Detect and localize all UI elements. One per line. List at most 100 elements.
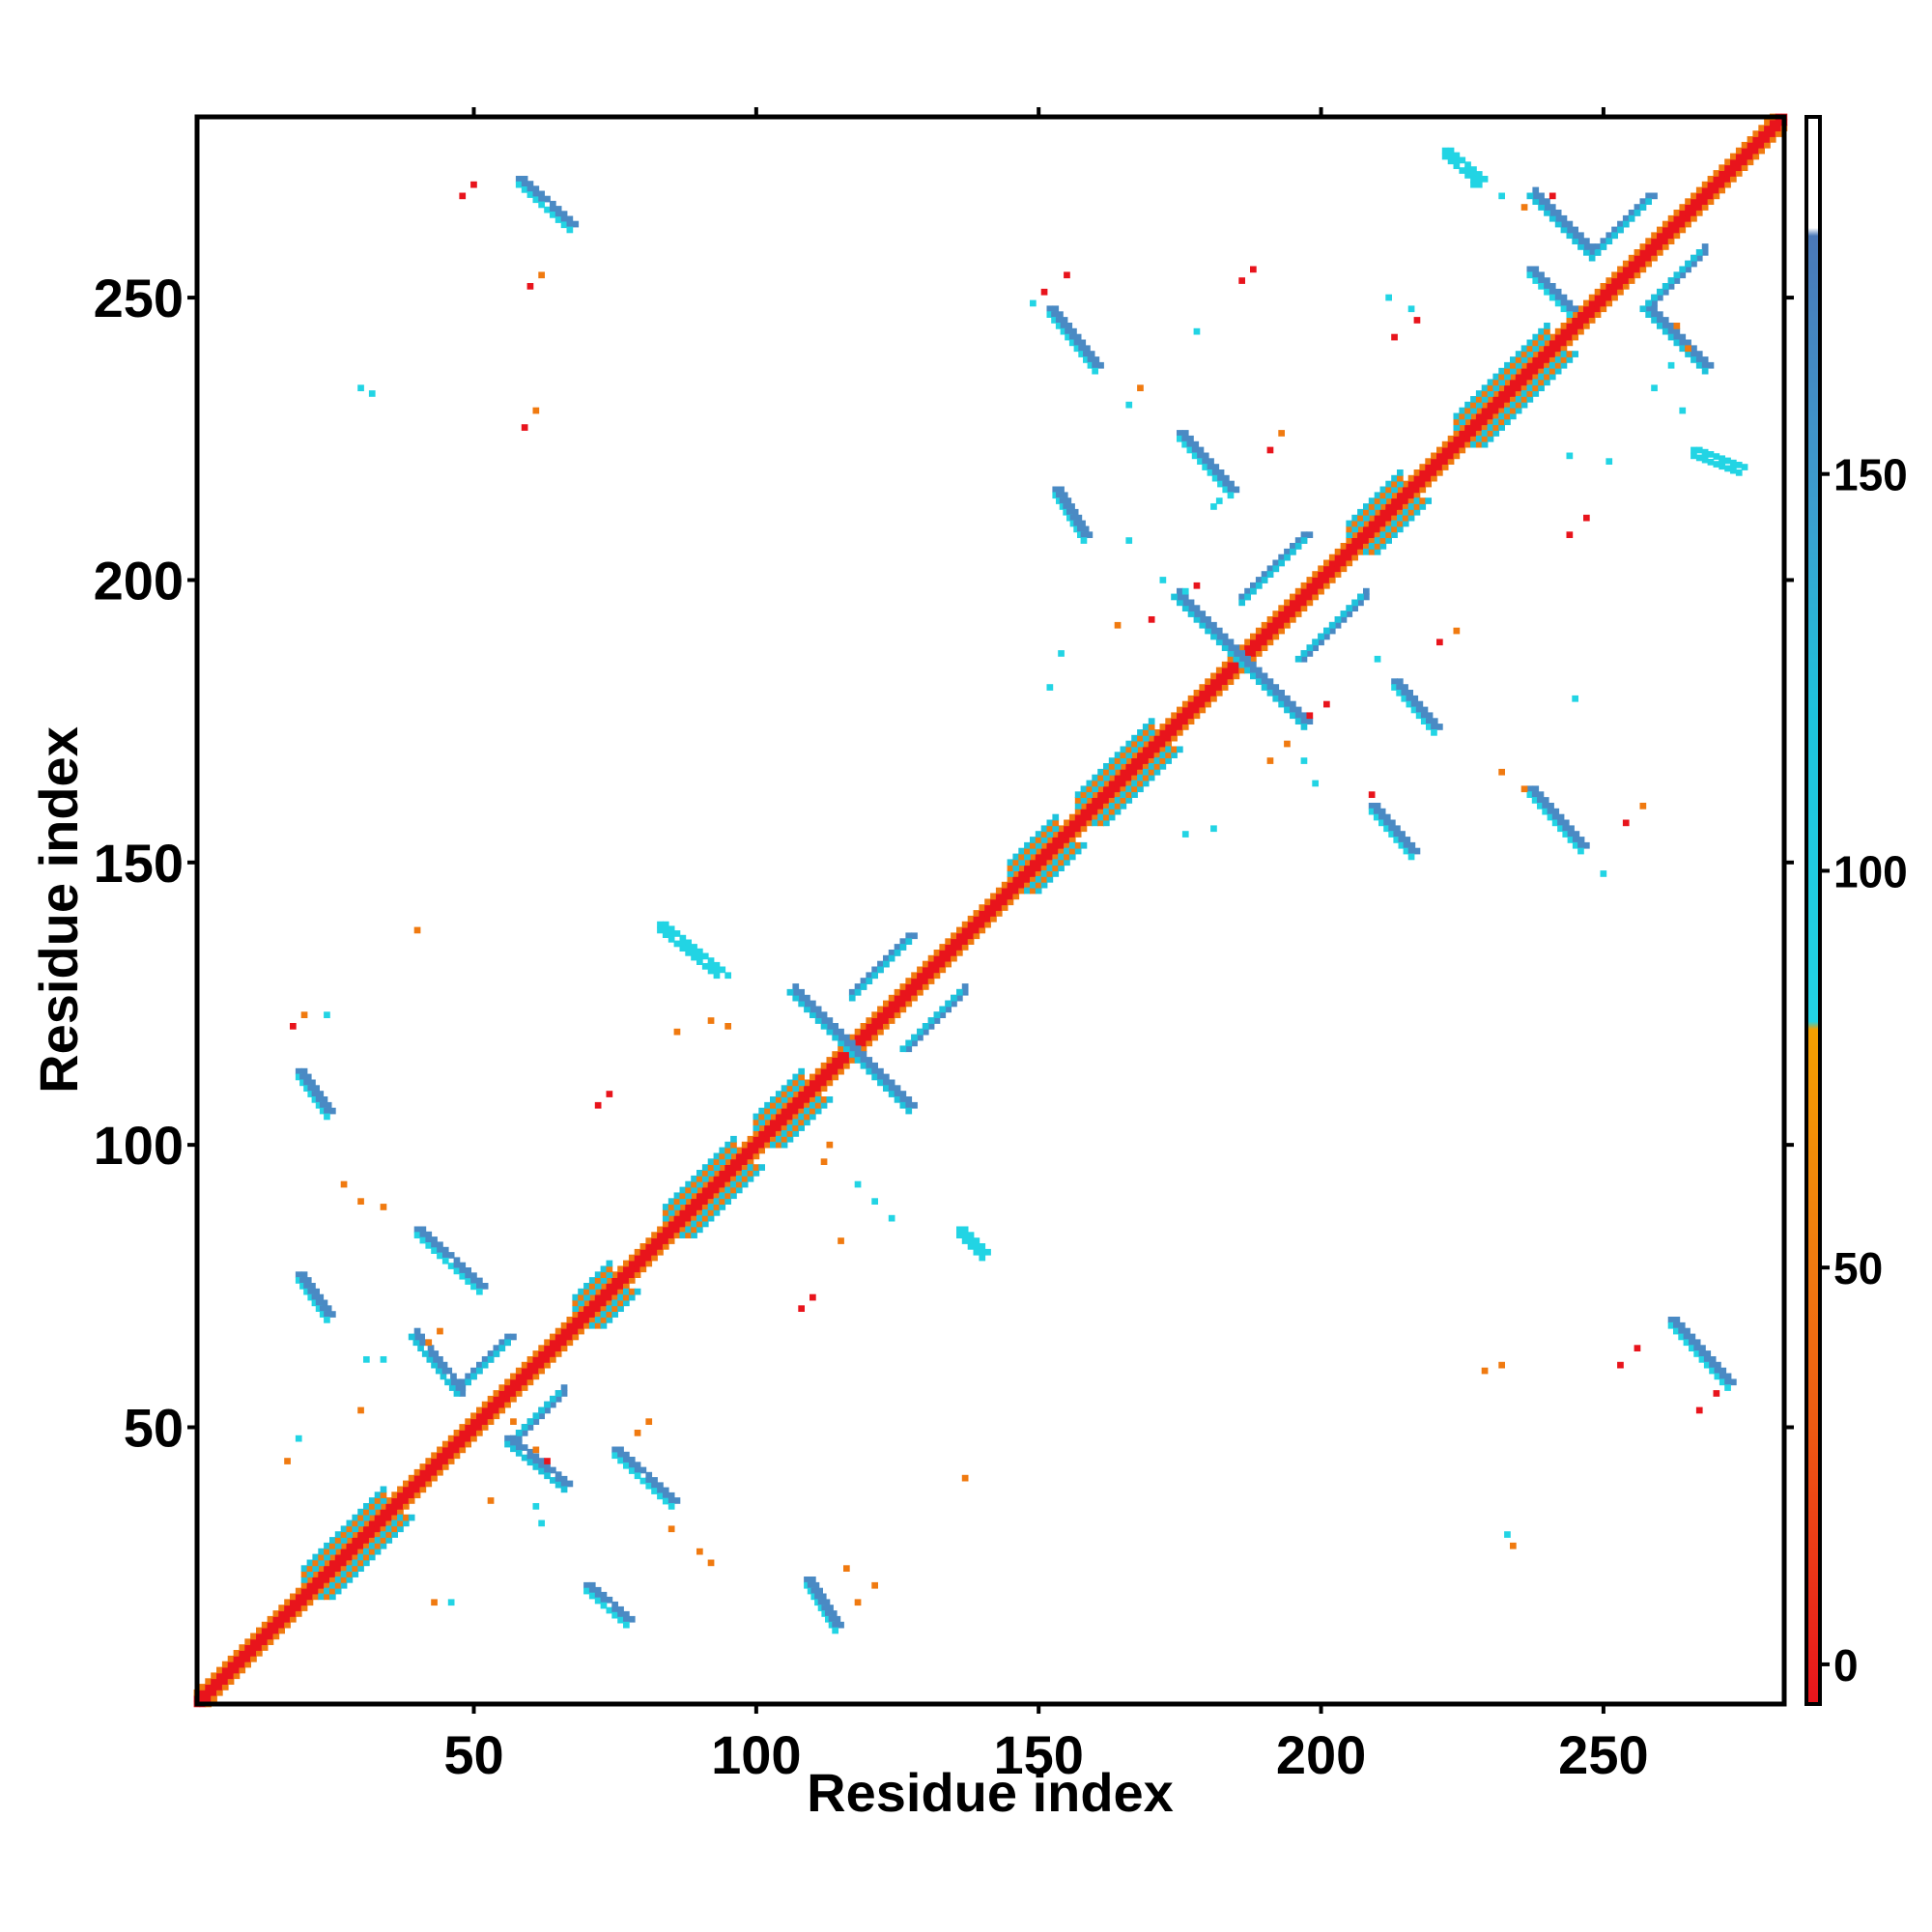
strand-pair-cell	[1594, 249, 1602, 256]
off-diagonal-strand-cell	[1410, 700, 1418, 708]
helix-cell	[1074, 791, 1082, 798]
near-diagonal-cell	[221, 1661, 229, 1668]
off-diagonal-strand-cell	[668, 1503, 675, 1510]
diagonal-cell	[1724, 164, 1731, 171]
diagonal-cell	[374, 1525, 382, 1533]
strand-pair-cell	[1645, 299, 1652, 307]
helix-cell	[1391, 480, 1398, 488]
strand-pair-cell	[1695, 361, 1703, 369]
diagonal-cell	[883, 1011, 890, 1018]
off-diagonal-strand-cell	[1703, 1361, 1711, 1369]
near-diagonal-cell	[634, 1271, 641, 1278]
off-diagonal-strand-cell	[1069, 514, 1077, 522]
diagonal-cell	[662, 1226, 669, 1234]
strand-pair-cell	[560, 1475, 568, 1483]
helix-cell	[1131, 740, 1138, 748]
diagonal-cell	[1639, 254, 1647, 262]
diagonal-cell	[905, 994, 913, 1002]
near-diagonal-cell	[1577, 327, 1584, 335]
near-diagonal-cell	[385, 1520, 393, 1527]
near-diagonal-cell	[1441, 464, 1449, 470]
near-diagonal-cell	[1092, 791, 1098, 798]
helix-cell	[1532, 339, 1540, 347]
helix-cell	[1046, 876, 1054, 883]
helix-cell	[1487, 379, 1494, 386]
strand-pair-cell	[877, 960, 884, 968]
diagonal-cell	[1707, 186, 1715, 194]
sparse-contact-cell	[1639, 803, 1647, 810]
near-diagonal-cell	[1600, 283, 1607, 290]
diagonal-cell	[713, 1180, 721, 1188]
strand-pair-cell	[1215, 627, 1223, 635]
helix-cell	[329, 1593, 336, 1601]
strand-pair-cell	[1611, 232, 1618, 240]
near-diagonal-cell	[1346, 559, 1353, 567]
near-diagonal-cell	[1368, 537, 1376, 544]
diagonal-cell	[1690, 204, 1697, 211]
off-diagonal-strand-cell	[973, 1248, 980, 1256]
diagonal-cell	[1024, 876, 1031, 883]
strand-pair-cell	[866, 972, 873, 980]
off-diagonal-strand-cell	[1470, 176, 1477, 184]
near-diagonal-cell	[814, 1067, 822, 1075]
near-diagonal-cell	[639, 1243, 647, 1250]
strand-pair-cell	[927, 1023, 935, 1030]
off-diagonal-strand-cell	[1538, 283, 1545, 290]
strand-pair-cell	[1312, 639, 1319, 646]
near-diagonal-cell	[1328, 577, 1336, 583]
off-diagonal-strand-cell	[807, 1587, 814, 1595]
helix-cell	[798, 1124, 805, 1131]
strand-pair-cell	[1272, 695, 1280, 702]
near-diagonal-cell	[1171, 712, 1178, 720]
near-diagonal-cell	[1735, 170, 1743, 177]
diagonal-cell	[973, 915, 980, 923]
diagonal-cell	[1177, 712, 1183, 720]
diagonal-cell	[877, 1023, 884, 1030]
strand-pair-cell	[526, 1424, 534, 1431]
helix-cell	[1402, 508, 1409, 516]
helix-cell	[753, 1124, 760, 1131]
helix-cell	[719, 1147, 726, 1154]
diagonal-cell	[1453, 440, 1461, 448]
strand-pair-cell	[905, 932, 913, 940]
near-diagonal-cell	[753, 1152, 760, 1160]
diagonal-cell	[617, 1283, 624, 1290]
near-diagonal-cell	[1108, 774, 1116, 781]
strand-pair-cell	[1662, 323, 1669, 329]
near-diagonal-cell	[216, 1689, 223, 1696]
diagonal-cell	[1131, 763, 1138, 770]
strand-pair-cell	[1538, 204, 1545, 211]
off-diagonal-strand-cell	[459, 1262, 467, 1269]
diagonal-cell	[1577, 311, 1584, 318]
diagonal-cell	[1673, 220, 1681, 228]
helix-cell	[701, 1170, 709, 1177]
off-diagonal-strand-cell	[303, 1079, 310, 1087]
near-diagonal-cell	[244, 1638, 251, 1645]
near-diagonal-cell	[408, 1497, 415, 1504]
strand-pair-cell	[1645, 198, 1652, 205]
off-diagonal-strand-cell	[1393, 837, 1401, 843]
helix-cell	[623, 1293, 630, 1301]
diagonal-cell	[272, 1627, 280, 1634]
near-diagonal-cell	[1385, 497, 1392, 504]
off-diagonal-strand-cell	[1426, 724, 1433, 730]
diagonal-cell	[578, 1317, 584, 1323]
off-diagonal-strand-cell	[295, 1067, 302, 1075]
helix-cell	[1030, 847, 1037, 855]
off-diagonal-strand-cell	[1695, 446, 1703, 454]
strand-pair-cell	[487, 1350, 495, 1357]
near-diagonal-cell	[1290, 616, 1296, 623]
diagonal-cell	[1159, 734, 1167, 742]
near-diagonal-cell	[1114, 791, 1122, 798]
off-diagonal-strand-cell	[1436, 724, 1443, 730]
helix-cell	[730, 1186, 737, 1194]
diagonal-cell	[888, 1006, 895, 1013]
off-diagonal-strand-cell	[1735, 462, 1743, 469]
strand-pair-cell	[1294, 718, 1302, 724]
strand-pair-cell	[521, 1430, 528, 1436]
near-diagonal-cell	[606, 1299, 613, 1307]
helix-cell	[786, 1085, 794, 1092]
strand-pair-cell	[1639, 198, 1647, 205]
off-diagonal-strand-cell	[554, 216, 562, 223]
off-diagonal-strand-cell	[1475, 171, 1483, 178]
